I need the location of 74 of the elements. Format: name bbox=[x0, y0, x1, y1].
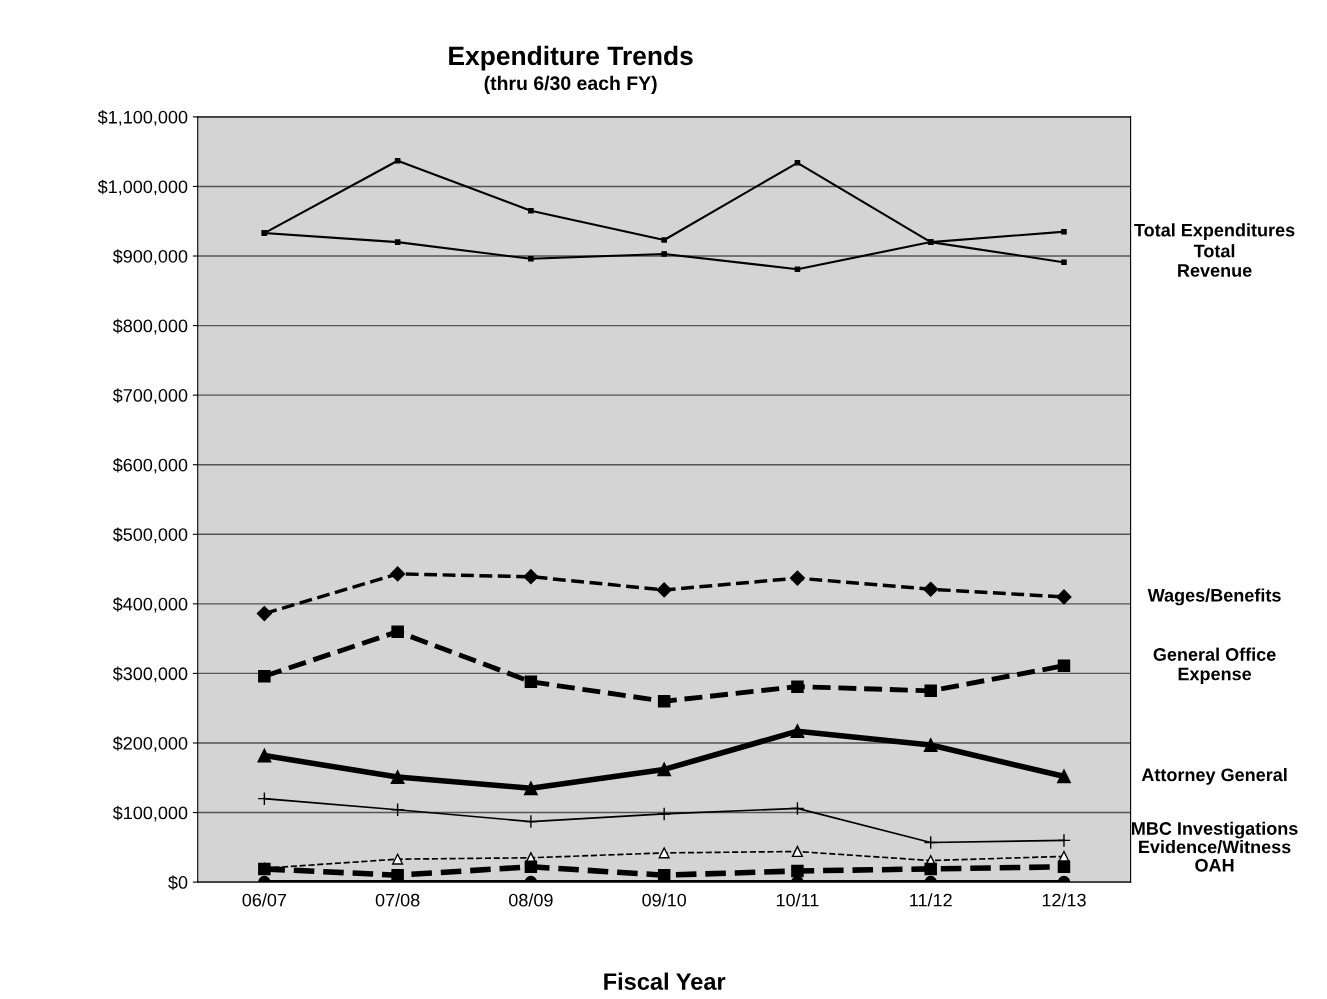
point bbox=[528, 208, 534, 214]
point bbox=[256, 606, 272, 622]
y-tick-label: $900,000 bbox=[112, 249, 188, 265]
point bbox=[391, 625, 404, 638]
x-tick-label: 09/10 bbox=[642, 893, 687, 907]
point bbox=[1057, 860, 1071, 874]
point bbox=[1061, 228, 1067, 235]
x-tick-label: 12/13 bbox=[1042, 893, 1086, 907]
y-tick-label: $500,000 bbox=[112, 527, 188, 544]
point bbox=[794, 266, 801, 273]
y-tick-label: $400,000 bbox=[112, 597, 188, 613]
y-tick-label: $1,100,000 bbox=[97, 110, 188, 126]
y-tick-label: $1,000,000 bbox=[97, 179, 188, 196]
point bbox=[794, 160, 801, 166]
point bbox=[924, 862, 937, 876]
x-tick-label: 10/11 bbox=[776, 893, 819, 907]
point bbox=[656, 582, 672, 598]
point bbox=[524, 860, 538, 874]
text: Attorney General bbox=[1141, 767, 1287, 785]
point bbox=[791, 680, 804, 693]
text: Total Expenditures bbox=[1134, 223, 1295, 241]
point bbox=[657, 694, 671, 708]
x-tick-label: 06/07 bbox=[242, 893, 287, 907]
x-tick-label: 07/08 bbox=[375, 893, 420, 907]
y-tick-label: $800,000 bbox=[112, 318, 188, 335]
point bbox=[528, 256, 534, 262]
point bbox=[390, 566, 406, 582]
point bbox=[791, 864, 804, 878]
text: General Office Expense bbox=[1153, 647, 1276, 684]
y-tick-label: $700,000 bbox=[112, 388, 188, 404]
point bbox=[394, 239, 401, 245]
point bbox=[390, 770, 405, 785]
point bbox=[791, 845, 803, 858]
point bbox=[661, 251, 667, 257]
x-axis-title: Fiscal Year bbox=[604, 972, 726, 990]
point bbox=[523, 569, 539, 585]
chart-subtitle: (thru 6/30 each FY) bbox=[484, 75, 657, 94]
point bbox=[661, 237, 667, 243]
point bbox=[657, 762, 672, 777]
point bbox=[1056, 589, 1072, 605]
text: MBC Investigations bbox=[1132, 821, 1298, 839]
y-tick-label: $300,000 bbox=[112, 666, 188, 683]
text: OAH bbox=[1195, 858, 1234, 872]
y-tick-label: $0 bbox=[168, 875, 188, 890]
point bbox=[1057, 833, 1071, 848]
text: Total Revenue bbox=[1178, 244, 1252, 277]
point bbox=[1061, 259, 1067, 266]
point bbox=[1057, 659, 1071, 673]
point bbox=[790, 801, 805, 816]
point bbox=[923, 581, 939, 597]
point bbox=[523, 814, 538, 829]
point bbox=[658, 847, 670, 859]
point bbox=[524, 675, 538, 689]
point bbox=[657, 806, 672, 821]
text: Evidence/Witness bbox=[1139, 840, 1291, 854]
chart-title: Expenditure Trends bbox=[449, 45, 693, 71]
point bbox=[257, 748, 272, 763]
point bbox=[392, 853, 404, 865]
point bbox=[789, 570, 806, 586]
text: Wages/Benefits bbox=[1147, 588, 1281, 606]
point bbox=[923, 835, 938, 850]
point bbox=[258, 669, 271, 683]
x-tick-label: 08/09 bbox=[509, 893, 553, 907]
point bbox=[1057, 769, 1071, 784]
point bbox=[924, 684, 937, 698]
point bbox=[790, 724, 805, 739]
y-tick-label: $100,000 bbox=[112, 805, 188, 822]
y-tick-label: $200,000 bbox=[112, 736, 188, 752]
x-tick-label: 11/12 bbox=[910, 893, 952, 907]
point bbox=[390, 802, 405, 817]
y-tick-label: $600,000 bbox=[112, 457, 188, 474]
point bbox=[523, 781, 538, 796]
point bbox=[257, 791, 272, 806]
point bbox=[923, 738, 938, 753]
